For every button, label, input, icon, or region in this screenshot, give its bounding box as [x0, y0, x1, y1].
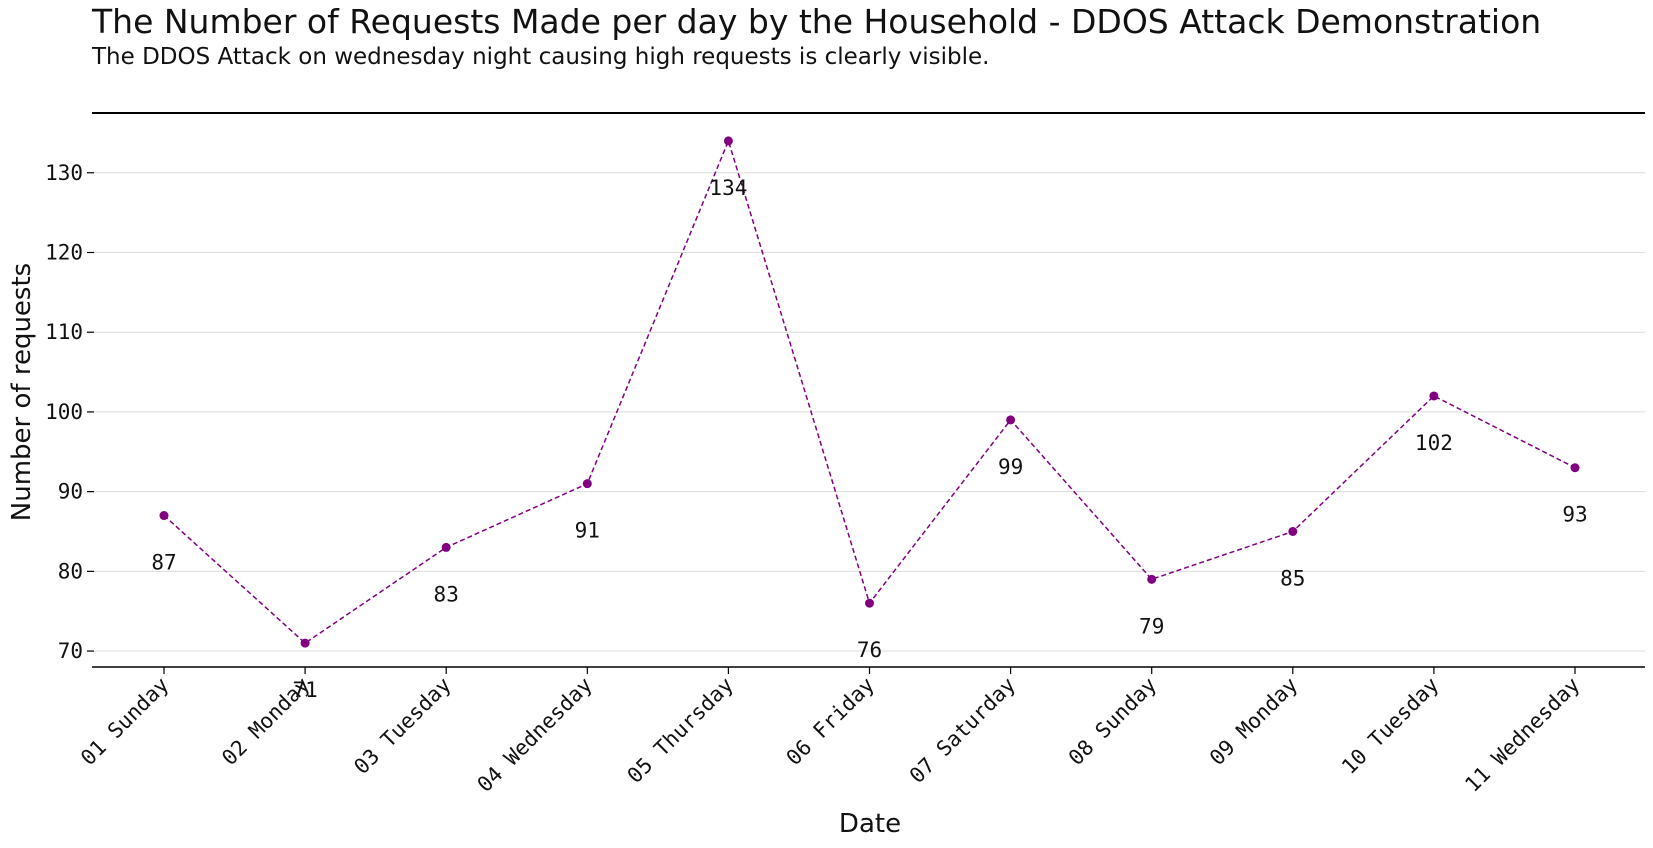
data-label: 87 — [151, 551, 176, 575]
data-point — [1006, 415, 1016, 425]
data-labels: 87 71 83 91 134 76 99 79 85 102 93 — [151, 176, 1587, 702]
data-points — [159, 136, 1580, 648]
data-point — [1288, 526, 1298, 536]
y-tick-label: 120 — [45, 240, 83, 264]
data-label: 71 — [292, 678, 317, 702]
data-label: 85 — [1280, 566, 1305, 590]
x-tick-label: 03 Tuesday — [349, 673, 455, 779]
data-label: 134 — [709, 176, 747, 200]
x-tick-label: 04 Wednesday — [473, 673, 597, 797]
y-tick-label: 110 — [45, 320, 83, 344]
chart-title: The Number of Requests Made per day by t… — [92, 2, 1542, 41]
y-tick-label: 70 — [58, 639, 83, 663]
chart-subtitle: The DDOS Attack on wednesday night causi… — [92, 44, 990, 70]
x-tick-label: 06 Friday — [782, 673, 879, 770]
y-axis-title: Number of requests — [7, 263, 37, 521]
data-point — [159, 511, 169, 521]
y-tick-label: 80 — [58, 559, 83, 583]
x-axis-title: Date — [839, 809, 901, 839]
x-tick-label: 09 Monday — [1205, 673, 1302, 770]
x-tick-label: 01 Sunday — [76, 673, 173, 770]
y-tick-label: 130 — [45, 161, 83, 185]
data-point — [865, 598, 874, 608]
data-point — [1570, 463, 1580, 473]
data-label: 102 — [1415, 431, 1453, 455]
x-tick-label: 08 Sunday — [1064, 673, 1161, 770]
data-point — [582, 479, 592, 489]
y-axis: 70 80 90 100 110 120 130 — [45, 161, 94, 663]
data-label: 93 — [1562, 503, 1587, 527]
x-tick-label: 11 Wednesday — [1460, 673, 1584, 797]
data-label: 76 — [857, 638, 882, 662]
data-point — [1429, 391, 1439, 401]
y-tick-label: 100 — [45, 400, 83, 424]
data-point — [300, 638, 310, 648]
data-point — [441, 542, 451, 552]
data-label: 91 — [575, 519, 600, 543]
series-line — [163, 138, 1576, 645]
x-tick-label: 07 Saturday — [905, 673, 1020, 788]
y-tick-label: 90 — [58, 480, 83, 504]
x-tick-label: 10 Tuesday — [1337, 673, 1443, 779]
data-label: 83 — [434, 582, 459, 606]
x-tick-label: 05 Thursday — [623, 673, 738, 788]
grid-lines — [92, 172, 1645, 652]
data-label: 99 — [998, 455, 1023, 479]
data-point — [1147, 574, 1157, 584]
data-point — [723, 136, 733, 146]
data-label: 79 — [1139, 614, 1164, 638]
